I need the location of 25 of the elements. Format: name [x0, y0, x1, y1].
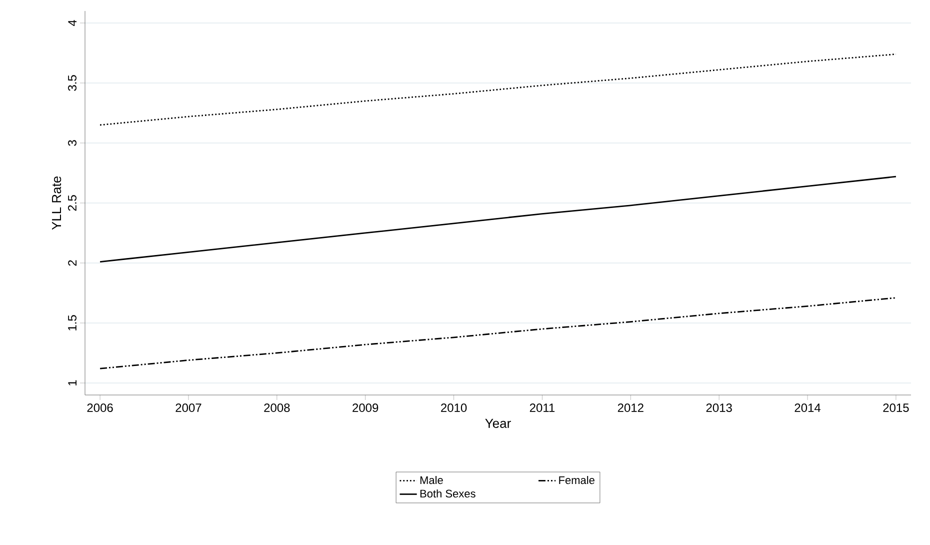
x-tick-label: 2010 [441, 404, 467, 412]
line-series [99, 297, 897, 370]
line-series [99, 53, 897, 126]
x-tick-label: 2007 [176, 404, 202, 412]
y-tick-label: 2.5 [68, 195, 76, 211]
y-tick-label: 3 [68, 140, 76, 146]
x-tick-label: 2015 [883, 404, 909, 412]
x-tick-label: 2013 [706, 404, 732, 412]
legend-label: Both Sexes [420, 489, 476, 498]
legend-label: Female [559, 476, 594, 484]
x-tick-label: 2006 [87, 404, 113, 412]
x-tick-label: 2011 [530, 404, 555, 412]
x-tick-label: 2014 [794, 404, 821, 412]
x-tick-label: 2009 [352, 404, 378, 412]
y-tick-label: 2 [68, 260, 76, 266]
y-axis-title: YLL Rate [52, 176, 62, 230]
x-tick-label: 2008 [264, 404, 290, 412]
y-tick-label: 3.5 [68, 75, 76, 91]
legend-label: Male [420, 476, 443, 484]
line-series [99, 176, 897, 262]
y-tick-label: 4 [68, 20, 76, 26]
x-axis-title: Year [485, 418, 511, 428]
x-tick-label: 2012 [618, 404, 644, 412]
y-tick-label: 1 [68, 380, 76, 386]
y-tick-label: 1.5 [68, 315, 76, 330]
